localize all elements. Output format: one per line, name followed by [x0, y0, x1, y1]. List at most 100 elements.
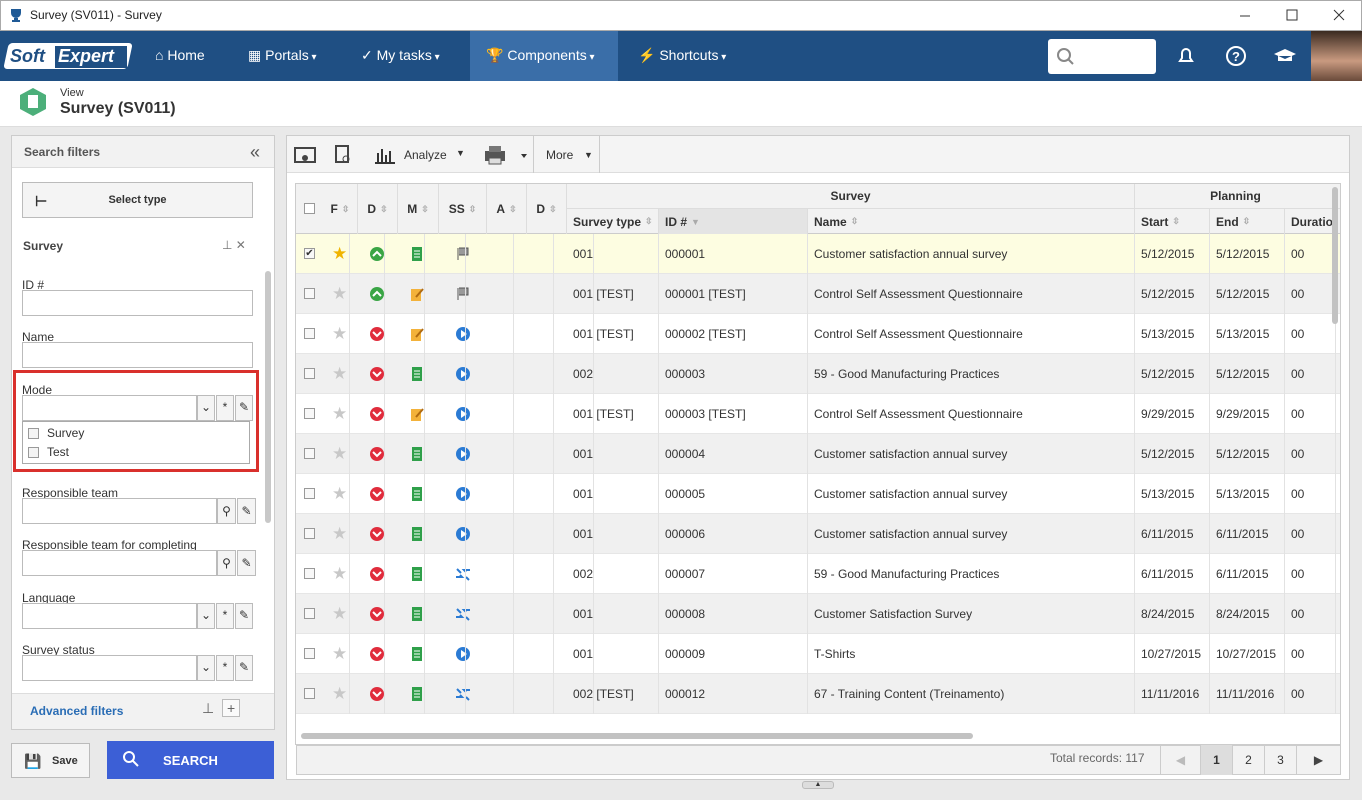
save-button-text[interactable]: Save	[52, 754, 78, 767]
field-btn[interactable]: ⚲	[217, 550, 236, 576]
select-type[interactable]: Select type ⊢	[22, 182, 253, 218]
table-row[interactable]: ★ 002 [TEST] 000012 67 - Training Content (…	[296, 674, 1340, 714]
sort-icon[interactable]: ⇳	[1172, 216, 1180, 226]
column-header-text[interactable]: M	[407, 202, 418, 216]
column-header[interactable]: SS ⇳	[439, 184, 487, 234]
row-checkbox[interactable]	[304, 648, 315, 659]
field-btn[interactable]: ✎	[235, 655, 253, 681]
sort-icon[interactable]: ⇳	[645, 216, 653, 226]
search-box[interactable]	[1048, 39, 1156, 74]
analyze[interactable]: Analyze	[404, 148, 447, 162]
page-btn[interactable]: 1	[1200, 745, 1232, 775]
analyze-text[interactable]: Analyze	[404, 148, 447, 162]
column-header[interactable]: F ⇳	[323, 184, 358, 234]
favorite-star[interactable]: ★	[332, 484, 348, 503]
column-header-text[interactable]: Start	[1141, 214, 1169, 229]
favorite-star[interactable]: ★	[332, 524, 348, 543]
table-row[interactable]: ★ 002 000003 59 - Good Manufacturing Practi…	[296, 354, 1340, 394]
column-header[interactable]: End ⇳	[1210, 209, 1285, 234]
more-text[interactable]: More	[546, 148, 574, 162]
field-btn[interactable]: ✎	[237, 550, 256, 576]
sort-icon[interactable]: ⇳	[421, 203, 429, 214]
table-row[interactable]: ✔ ★ 001 000001 Customer satisfaction annual …	[296, 234, 1340, 274]
input[interactable]	[22, 290, 253, 316]
row-checkbox[interactable]	[304, 328, 315, 339]
page-btn-text[interactable]: 3	[1277, 753, 1284, 767]
row-checkbox[interactable]	[304, 568, 315, 579]
column-header[interactable]: Start ⇳	[1135, 209, 1210, 234]
checkbox[interactable]	[28, 428, 39, 439]
field-btn[interactable]: ⌄	[197, 395, 215, 421]
column-header[interactable]: Name ⇳	[808, 209, 1135, 234]
row-checkbox[interactable]: ✔	[304, 248, 315, 259]
favorite-star[interactable]: ★	[332, 564, 348, 583]
nav-item[interactable]: ⚡ Shortcuts ▾	[638, 47, 726, 64]
search-button-text[interactable]: SEARCH	[163, 752, 218, 768]
avatar[interactable]	[1311, 31, 1362, 81]
search-button[interactable]: SEARCH	[107, 741, 274, 779]
sort-icon[interactable]: ⇳	[468, 203, 477, 214]
column-header-text[interactable]: ID #	[665, 214, 688, 229]
field-btn[interactable]: ⌄	[197, 655, 215, 681]
column-header-text[interactable]: Duration	[1291, 214, 1336, 229]
mode-option[interactable]: Test	[47, 445, 69, 459]
splitter[interactable]: ▲	[802, 781, 834, 789]
section-tools[interactable]: ⊥ ✕	[222, 238, 246, 252]
row-checkbox[interactable]	[304, 528, 315, 539]
table-row[interactable]: ★ 001 [TEST] 000003 [TEST] Control Self Ass…	[296, 394, 1340, 434]
input[interactable]	[22, 395, 197, 421]
nav-icons[interactable]: ?	[1172, 43, 1302, 69]
checkbox[interactable]	[28, 447, 39, 458]
row-checkbox[interactable]	[304, 408, 315, 419]
favorite-star[interactable]: ★	[332, 444, 348, 463]
field-btn[interactable]: *	[216, 655, 234, 681]
sort-icon[interactable]: ⇳	[380, 203, 388, 214]
column-header[interactable]: M ⇳	[398, 184, 439, 234]
favorite-star[interactable]: ★	[332, 684, 348, 703]
nav-item[interactable]: ⌂ Home	[155, 47, 205, 63]
favorite-star[interactable]: ★	[332, 364, 348, 383]
row-checkbox[interactable]	[304, 288, 315, 299]
sort-icon[interactable]: ▼	[691, 216, 700, 227]
more[interactable]: More	[546, 148, 573, 162]
field-btn[interactable]: ✎	[237, 498, 256, 524]
header-chk[interactable]	[304, 203, 315, 214]
input[interactable]	[22, 550, 217, 576]
collapse[interactable]: «	[250, 142, 261, 162]
column-header-text[interactable]: A	[496, 202, 506, 216]
favorite-star[interactable]: ★	[332, 244, 348, 263]
column-header[interactable]: Duration ⇳	[1285, 209, 1336, 234]
column-header-text[interactable]: F	[330, 202, 338, 216]
column-header-text[interactable]: Survey type	[573, 214, 642, 229]
tb-icons[interactable]	[292, 142, 372, 168]
column-header-text[interactable]: End	[1216, 214, 1239, 229]
nav-label[interactable]: Shortcuts	[659, 47, 719, 63]
row-checkbox[interactable]	[304, 688, 315, 699]
window-controls[interactable]	[1238, 6, 1358, 26]
table-row[interactable]: ★ 001 [TEST] 000002 [TEST] Control Self Ass…	[296, 314, 1340, 354]
field-btn[interactable]: *	[216, 603, 234, 629]
table-row[interactable]: ★ 001 [TEST] 000001 [TEST] Control Self Ass…	[296, 274, 1340, 314]
column-header-text[interactable]: Name	[814, 214, 847, 229]
column-header[interactable]: Survey type ⇳	[567, 209, 659, 234]
input[interactable]	[22, 342, 253, 368]
mode-option[interactable]: Survey	[47, 426, 84, 440]
page-btn[interactable]: 2	[1232, 745, 1264, 775]
print[interactable]	[483, 144, 533, 166]
nav-label[interactable]: Portals	[265, 47, 309, 63]
save-button[interactable]: Save 💾	[11, 743, 90, 778]
field-btn[interactable]: ✎	[235, 603, 253, 629]
sort-icon[interactable]: ⇳	[341, 203, 350, 214]
row-checkbox[interactable]	[304, 448, 315, 459]
row-checkbox[interactable]	[304, 368, 315, 379]
nav-label[interactable]: My tasks	[376, 47, 432, 63]
row-checkbox[interactable]	[304, 488, 315, 499]
adv-tools[interactable]: ⊥ +	[202, 699, 241, 717]
select-type-text[interactable]: Select type	[108, 194, 167, 206]
field-btn[interactable]: ⌄	[197, 603, 215, 629]
nav-item[interactable]: ✓ My tasks ▾	[361, 47, 440, 64]
mode-option-text[interactable]: Survey	[47, 426, 85, 440]
field-btn[interactable]: ✎	[235, 395, 253, 421]
advanced-filters-text[interactable]: Advanced filters	[30, 704, 124, 718]
field-btn[interactable]: ⚲	[217, 498, 236, 524]
